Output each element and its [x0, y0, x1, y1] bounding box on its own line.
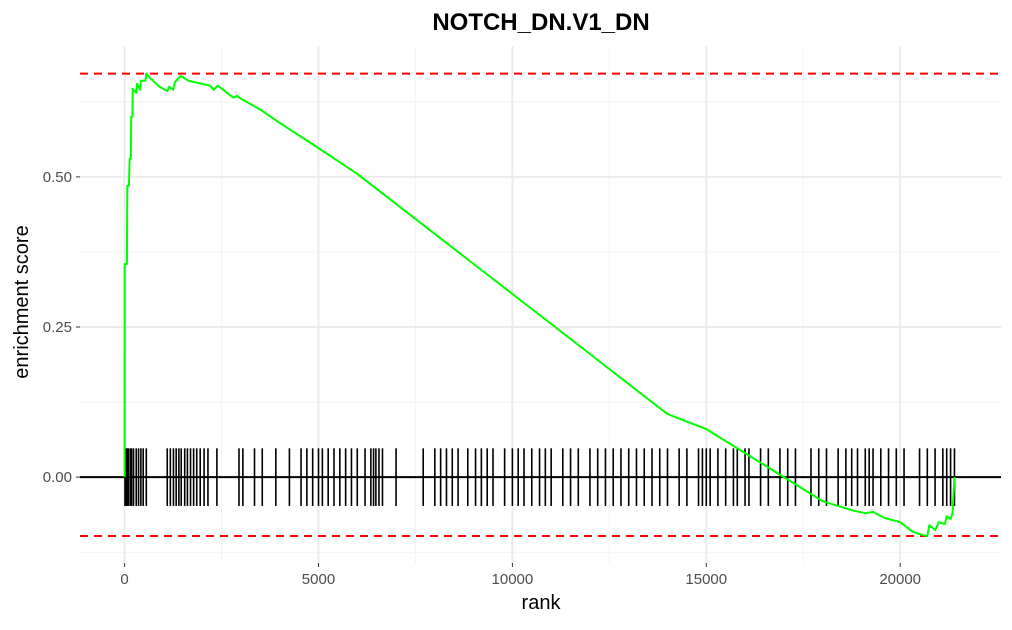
running-score-line — [123, 72, 956, 537]
y-tick-label: 0.25 — [43, 319, 72, 336]
extreme-lines-layer — [80, 72, 1001, 537]
hit-ticks-layer — [124, 448, 956, 506]
y-axis-title: enrichment score — [11, 225, 33, 378]
x-tick-label: 15000 — [685, 571, 727, 588]
grid-layer — [80, 46, 1001, 563]
tick-labels-layer: 0 5000 10000 15000 20000 0.00 0.25 0.50 — [43, 169, 921, 588]
x-tick-label: 0 — [120, 571, 128, 588]
y-tick-label: 0.00 — [43, 469, 72, 486]
chart-title: NOTCH_DN.V1_DN — [432, 9, 649, 36]
y-tick-label: 0.50 — [43, 169, 72, 186]
x-tick-label: 10000 — [492, 571, 534, 588]
running-score-layer — [123, 72, 956, 537]
x-axis-title: rank — [522, 592, 562, 614]
x-tick-label: 5000 — [302, 571, 335, 588]
x-tick-label: 20000 — [879, 571, 921, 588]
